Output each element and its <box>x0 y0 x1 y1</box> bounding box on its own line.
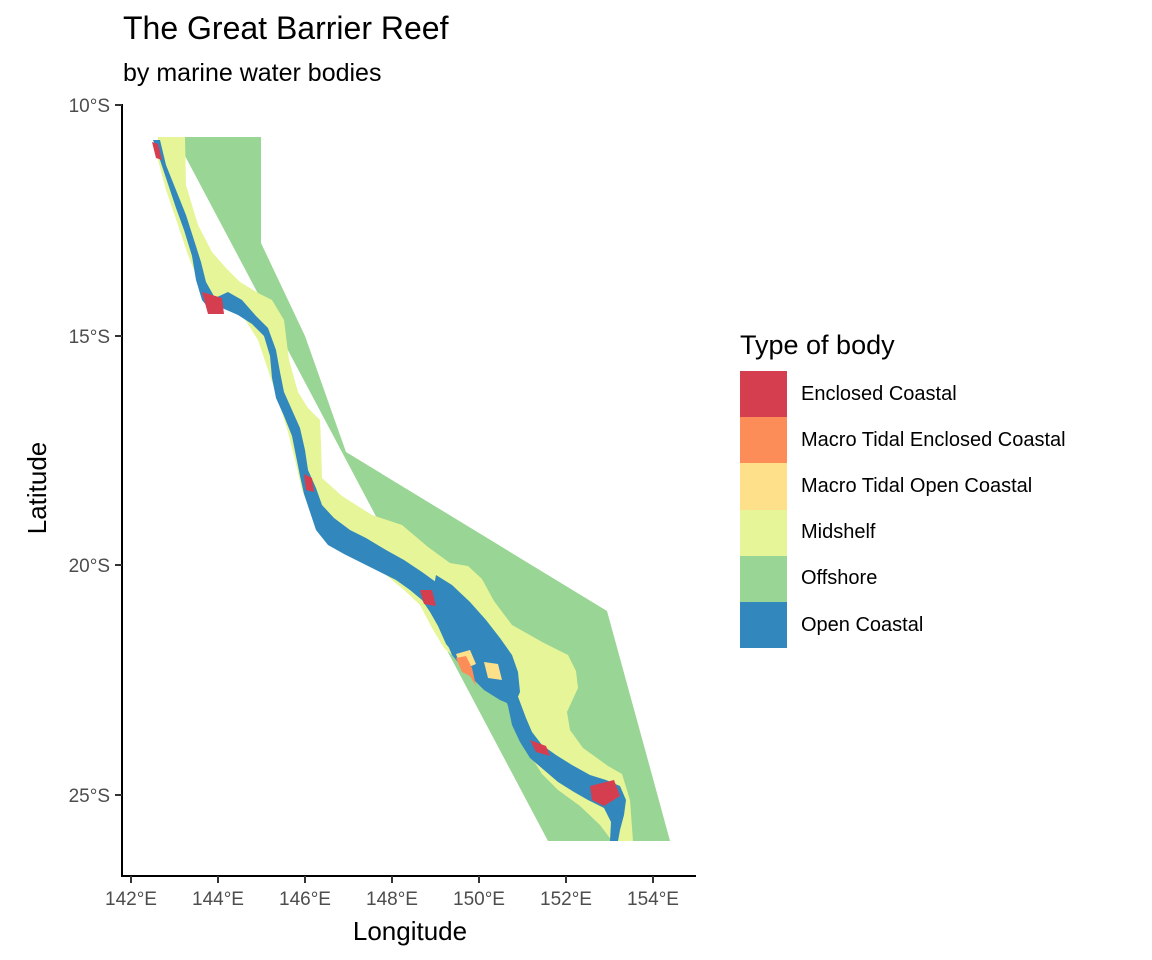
legend: Type of body Enclosed Coastal Macro Tida… <box>740 328 1140 649</box>
legend-label: Offshore <box>801 567 878 590</box>
legend-item: Enclosed Coastal <box>740 371 1140 418</box>
legend-swatch <box>740 371 787 418</box>
legend-label: Open Coastal <box>801 613 924 636</box>
legend-item: Midshelf <box>740 509 1140 556</box>
x-tick-label: 146°E <box>279 889 331 910</box>
enclosed-coastal-patch <box>530 740 550 756</box>
legend-swatch <box>740 417 787 464</box>
legend-label: Macro Tidal Enclosed Coastal <box>801 428 1066 451</box>
legend-swatch <box>740 509 787 556</box>
legend-swatch <box>740 555 787 602</box>
x-tick-label: 142°E <box>105 889 157 910</box>
macro-tidal-enclosed-coastal-patch <box>456 656 476 686</box>
x-axis-label: Longitude <box>353 916 467 946</box>
x-tick-label: 148°E <box>366 889 418 910</box>
enclosed-coastal-patch <box>304 474 314 492</box>
legend-swatch <box>740 601 787 649</box>
legend-item: Offshore <box>740 555 1140 602</box>
y-axis-label: Latitude <box>22 442 52 535</box>
map-title: The Great Barrier Reef <box>123 10 449 46</box>
y-tick-label: 25°S <box>69 786 110 807</box>
legend-label: Enclosed Coastal <box>801 382 957 405</box>
legend-item: Macro Tidal Enclosed Coastal <box>740 417 1140 464</box>
enclosed-coastal-patch <box>420 590 436 606</box>
enclosed-coastal-patch <box>202 292 224 314</box>
x-tick-label: 144°E <box>192 889 244 910</box>
legend-label: Midshelf <box>801 521 876 544</box>
enclosed-coastal-patch <box>152 142 162 160</box>
y-tick-label: 15°S <box>69 327 110 348</box>
x-tick-label: 152°E <box>540 889 592 910</box>
enclosed-coastal-patch <box>590 780 620 806</box>
legend-title: Type of body <box>740 330 895 360</box>
legend-label: Macro Tidal Open Coastal <box>801 474 1033 497</box>
legend-items: Enclosed Coastal Macro Tidal Enclosed Co… <box>740 371 1140 649</box>
y-tick-label: 10°S <box>69 96 110 117</box>
x-tick-label: 154°E <box>627 889 679 910</box>
legend-item: Open Coastal <box>740 601 1140 649</box>
offshore-region <box>158 137 670 841</box>
legend-item: Macro Tidal Open Coastal <box>740 463 1140 510</box>
map-subtitle: by marine water bodies <box>123 59 382 87</box>
macro-tidal-open-coastal-patch <box>484 662 502 680</box>
legend-swatch <box>740 463 787 510</box>
y-tick-label: 20°S <box>69 556 110 577</box>
x-tick-label: 150°E <box>453 889 505 910</box>
